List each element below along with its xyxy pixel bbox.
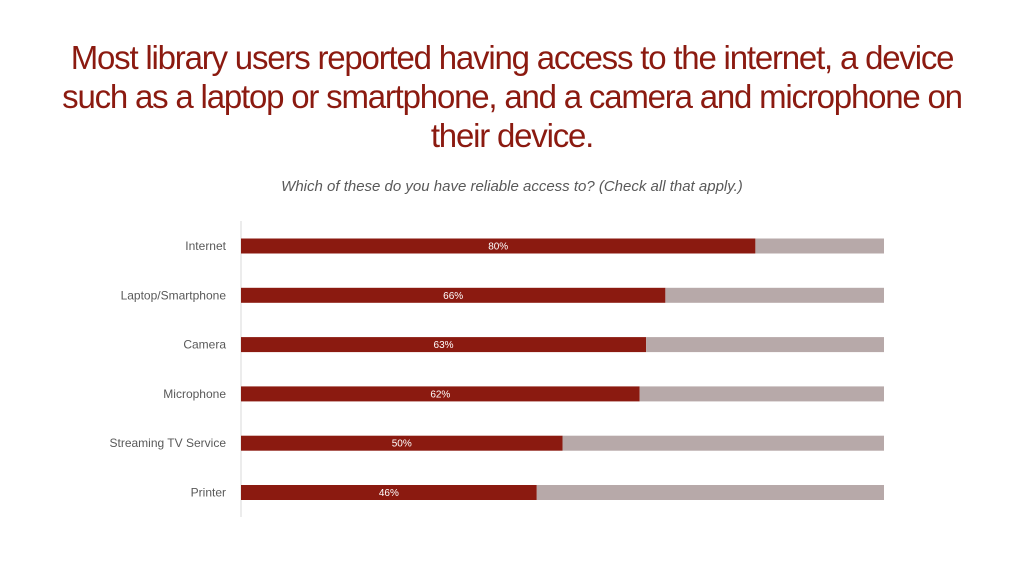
bar-remainder: [536, 485, 884, 500]
bar-have-access: [241, 435, 563, 451]
category-label: Microphone: [163, 387, 226, 401]
bar-have-access: [241, 386, 640, 402]
bar-have-access: [241, 485, 537, 500]
category-label: Streaming TV Service: [110, 436, 227, 450]
category-label: Camera: [183, 338, 226, 352]
bar-remainder: [562, 435, 884, 451]
data-label: 63%: [434, 340, 454, 351]
bar-remainder: [755, 238, 884, 254]
category-label: Printer: [191, 486, 226, 500]
data-label: 46%: [379, 488, 399, 499]
category-label: Internet: [185, 239, 226, 253]
bar-remainder: [639, 386, 884, 402]
data-label: 50%: [392, 439, 412, 450]
bar-have-access: [241, 287, 666, 303]
bar-have-access: [241, 337, 647, 353]
data-label: 62%: [430, 389, 450, 400]
bar-remainder: [665, 287, 884, 303]
bar-have-access: [241, 238, 756, 254]
data-label: 80%: [488, 242, 508, 253]
page-title: Most library users reported having acces…: [62, 39, 963, 154]
bar-remainder: [646, 337, 884, 353]
chart-title: Which of these do you have reliable acce…: [281, 178, 743, 195]
category-label: Laptop/Smartphone: [121, 288, 227, 302]
data-label: 66%: [443, 291, 463, 302]
